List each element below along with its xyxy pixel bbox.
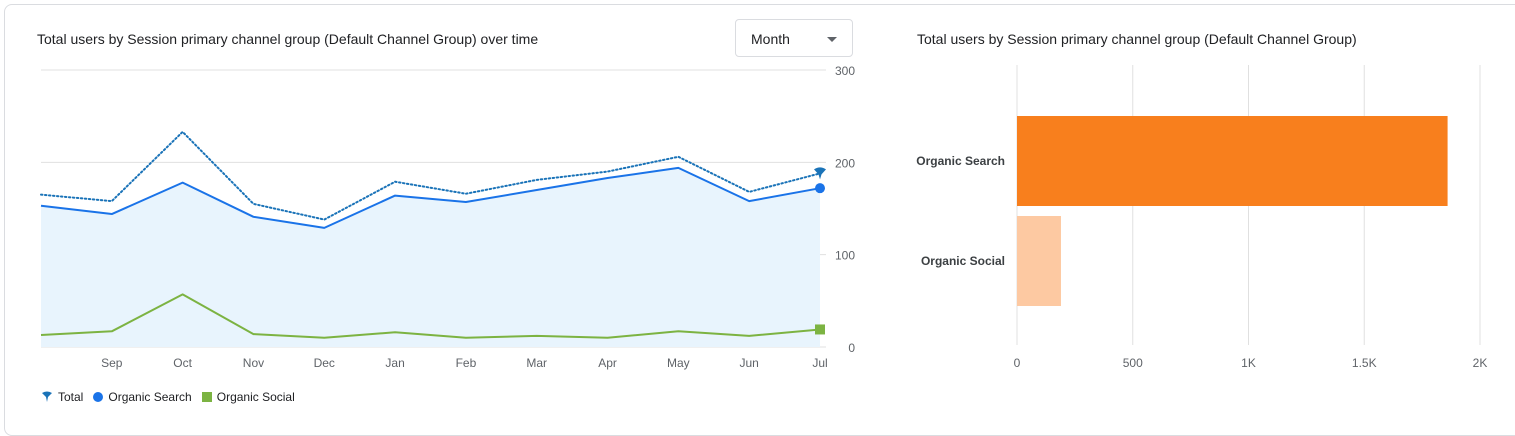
legend-item-organic-search[interactable]: Organic Search [93,390,192,404]
category-label: Organic Social [921,254,1005,268]
x-tick-label: Feb [456,356,477,370]
legend-label-organic-search: Organic Search [108,390,192,404]
x-tick-label: 1K [1241,356,1256,370]
organic-search-line [40,166,821,229]
x-tick-label: Oct [173,356,192,370]
period-select[interactable]: Month [735,19,853,57]
chevron-down-icon [827,37,837,42]
bar-organic-search [1017,116,1448,206]
y-tick-label: 200 [835,156,855,170]
legend-item-total[interactable]: Total [41,390,83,404]
x-tick-label: May [667,356,690,370]
bar-chart-title: Total users by Session primary channel g… [917,31,1357,47]
total-end-marker [814,167,826,180]
x-tick-label: 500 [1123,356,1143,370]
y-tick-label: 100 [835,249,855,263]
x-tick-label: Mar [526,356,547,370]
x-tick-label: Jun [740,356,759,370]
time-chart-title: Total users by Session primary channel g… [37,31,539,47]
line-chart: 0 100 200 300 Sep Oct Nov Dec Jan Feb Mar Apr May Jun… [40,64,855,370]
organic-social-end-marker [815,324,825,335]
legend-item-organic-social[interactable]: Organic Social [201,390,295,404]
x-tick-label: Sep [101,356,123,370]
chart-legend: Total Organic Search Organic Social [41,389,305,405]
organic-search-area [41,167,820,347]
x-tick-label: Jul [812,356,827,370]
total-marker-icon [42,391,52,402]
x-tick-label: Jan [385,356,404,370]
organic-social-square-icon [201,392,212,402]
bar-organic-social [1017,216,1061,306]
x-tick-label: Apr [598,356,617,370]
bar-chart: 0 500 1K 1.5K 2K Organic Search Organic Social [916,65,1488,370]
x-tick-label: Dec [314,356,335,370]
x-tick-label: 1.5K [1352,356,1377,370]
y-tick-label: 300 [835,64,855,78]
total-line [40,130,821,221]
organic-search-end-marker [815,183,825,194]
legend-label-total: Total [58,390,84,404]
period-select-value: Month [751,31,790,47]
x-tick-label: 0 [1014,356,1021,370]
legend-label-organic-social: Organic Social [216,390,295,404]
organic-social-line [40,293,821,339]
y-tick-label: 0 [848,341,855,355]
organic-search-dot-icon [93,392,104,402]
x-tick-label: Nov [243,356,264,370]
x-tick-label: 2K [1473,356,1488,370]
category-label: Organic Search [916,154,1005,168]
